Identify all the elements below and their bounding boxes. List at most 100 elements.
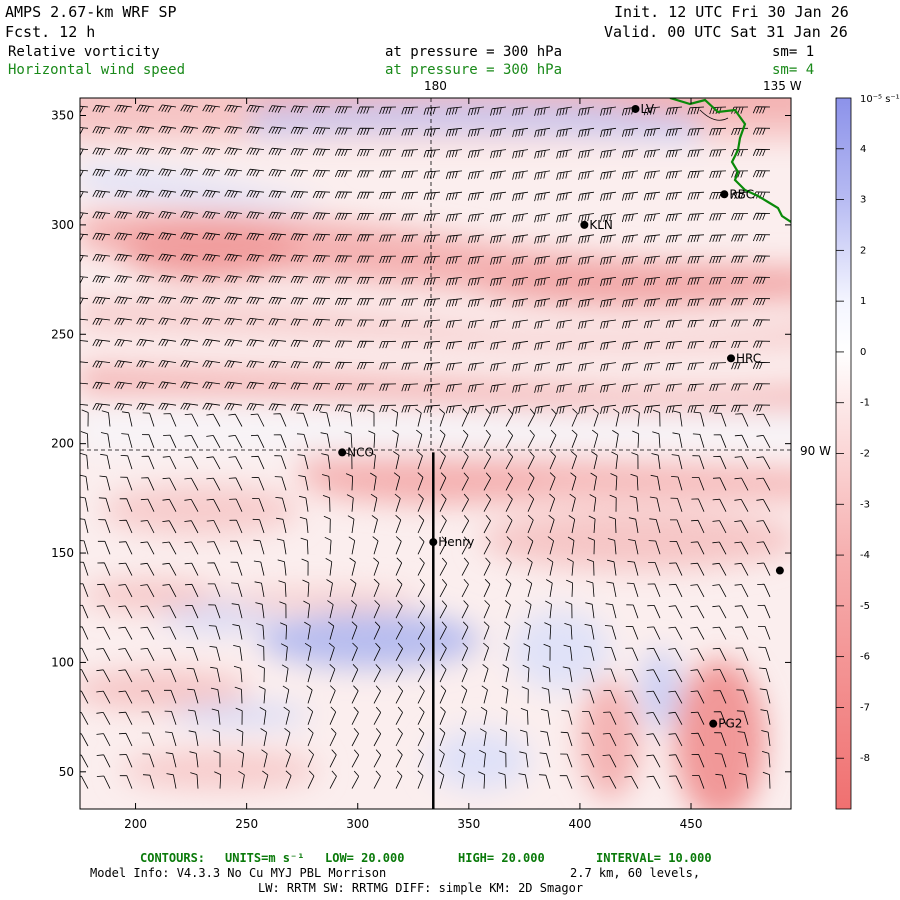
wind-barb (212, 729, 221, 747)
wind-barb (284, 727, 291, 747)
wind-barb (290, 318, 309, 326)
wind-barb (379, 277, 397, 285)
wind-barb (417, 493, 424, 512)
wind-barb (539, 752, 551, 768)
wind-barb (461, 515, 470, 534)
wind-barb (401, 191, 419, 200)
wind-barb (505, 536, 513, 555)
wind-barb (158, 253, 177, 262)
wind-barb (643, 404, 661, 414)
colorbar-tick-label: -5 (860, 601, 870, 612)
wind-barb (467, 255, 485, 265)
wind-barb (285, 770, 292, 789)
wind-barb (357, 213, 375, 221)
wind-barb (251, 455, 265, 470)
wind-barb (357, 127, 375, 135)
wind-barb (556, 362, 573, 372)
wind-barb (136, 253, 155, 262)
wind-barb (600, 149, 617, 159)
wind-barb (600, 404, 617, 414)
wind-barb (568, 515, 576, 534)
wind-barb (379, 362, 397, 370)
wind-barb (734, 499, 749, 512)
wind-barb (647, 583, 661, 598)
wind-barb (379, 319, 397, 328)
wind-barb (483, 642, 489, 661)
y-tick-label: 250 (51, 327, 74, 341)
wind-barb (207, 562, 221, 576)
wind-barb (622, 106, 639, 116)
wind-barb (141, 732, 155, 747)
wind-barb (262, 770, 269, 789)
wind-barb (224, 339, 243, 347)
y-tick-label: 350 (51, 109, 74, 123)
wind-barb (512, 234, 529, 244)
wind-barb (334, 127, 353, 135)
wind-barb (180, 381, 199, 389)
wind-barb (246, 403, 265, 411)
wind-barb (527, 514, 534, 534)
wind-barb (423, 170, 441, 179)
wind-barb (534, 127, 551, 138)
wind-barb (92, 317, 111, 326)
wind-barb (280, 643, 288, 661)
wind-barb (534, 383, 551, 393)
wind-barb (628, 539, 639, 555)
wind-barb (584, 624, 595, 640)
wind-barb (625, 669, 639, 683)
wind-barb (752, 106, 771, 114)
wind-barb (512, 170, 529, 180)
wind-barb (512, 319, 529, 329)
wind-barb (512, 191, 529, 202)
wind-barb (224, 360, 243, 368)
wind-barb (246, 147, 265, 156)
wind-barb (141, 434, 155, 448)
wind-barb (467, 127, 485, 137)
wind-barb (140, 648, 155, 661)
wind-barb (512, 255, 529, 265)
wind-barb (114, 296, 133, 305)
wind-barb (600, 213, 617, 223)
wind-barb (379, 340, 397, 349)
wind-barb (312, 254, 331, 263)
wind-barb (96, 648, 111, 661)
wind-barb (461, 664, 468, 683)
wind-barb (567, 536, 575, 555)
wind-barb (92, 211, 111, 220)
wind-barb (251, 477, 265, 491)
wind-barb (401, 106, 419, 115)
wind-barb (731, 191, 749, 199)
wind-barb (691, 519, 705, 534)
wind-barb (504, 621, 511, 640)
wind-barb (224, 275, 243, 284)
wind-barb (622, 404, 639, 414)
wind-barb (184, 583, 199, 598)
wind-barb (417, 749, 424, 768)
wind-barb (80, 254, 89, 263)
wind-barb (439, 706, 446, 725)
wind-barb (334, 340, 353, 348)
wind-barb (202, 296, 221, 305)
wind-barb (737, 731, 749, 747)
wind-barb (202, 232, 221, 241)
wind-barb (187, 688, 199, 704)
wind-barb (235, 707, 243, 725)
wind-barb (202, 402, 221, 411)
wind-barb (202, 104, 221, 113)
wind-barb (141, 690, 155, 704)
wind-barb (379, 255, 397, 264)
wind-barb (417, 600, 426, 619)
wind-barb (505, 472, 513, 491)
wind-barb (379, 213, 397, 221)
wind-barb (136, 125, 155, 134)
wind-barb (290, 361, 309, 369)
wind-barb (416, 450, 423, 470)
wind-barb (690, 541, 705, 555)
wind-barb (268, 382, 287, 390)
wind-barb (114, 381, 133, 390)
wind-barb (622, 383, 639, 393)
wind-barb (180, 338, 199, 347)
wind-barb (439, 408, 445, 427)
wind-barb (534, 277, 551, 287)
wind-barb (668, 648, 683, 661)
